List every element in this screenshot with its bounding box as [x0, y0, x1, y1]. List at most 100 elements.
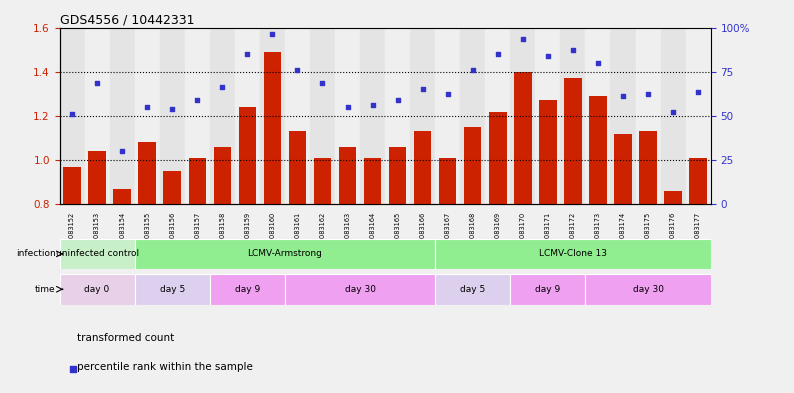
Bar: [185, 28, 210, 204]
Bar: [210, 28, 235, 204]
Bar: [635, 28, 661, 204]
Point: [91, 80, 103, 86]
Bar: [60, 28, 85, 204]
Bar: [260, 28, 285, 204]
Text: day 30: day 30: [633, 285, 664, 294]
Bar: [235, 28, 260, 204]
Text: time: time: [35, 285, 56, 294]
Point: [692, 88, 704, 95]
Bar: [435, 28, 461, 204]
Bar: [114, 189, 131, 204]
Text: transformed count: transformed count: [77, 333, 174, 343]
Bar: [511, 28, 535, 204]
Bar: [585, 274, 711, 305]
Point: [316, 80, 329, 86]
Bar: [461, 28, 485, 204]
Bar: [264, 52, 281, 204]
Bar: [514, 72, 532, 204]
Text: LCMV-Armstrong: LCMV-Armstrong: [248, 250, 322, 258]
Point: [116, 148, 129, 154]
Bar: [689, 158, 707, 204]
Bar: [485, 28, 511, 204]
Bar: [410, 28, 435, 204]
Bar: [564, 78, 582, 204]
Bar: [561, 28, 585, 204]
Text: LCMV-Clone 13: LCMV-Clone 13: [539, 250, 607, 258]
Bar: [138, 142, 156, 204]
Point: [617, 93, 630, 99]
Point: [592, 60, 604, 66]
Bar: [135, 274, 210, 305]
Text: GDS4556 / 10442331: GDS4556 / 10442331: [60, 13, 194, 26]
Bar: [214, 147, 231, 204]
Bar: [239, 107, 256, 204]
Point: [567, 46, 580, 53]
Bar: [489, 112, 507, 204]
Text: uninfected control: uninfected control: [56, 250, 139, 258]
Bar: [539, 101, 557, 204]
Bar: [88, 151, 106, 204]
Bar: [665, 191, 682, 204]
Point: [516, 35, 529, 42]
Text: infection: infection: [16, 250, 56, 258]
Text: day 9: day 9: [535, 285, 561, 294]
Text: day 5: day 5: [460, 285, 485, 294]
Point: [341, 104, 354, 110]
Bar: [585, 28, 611, 204]
Bar: [464, 127, 481, 204]
Bar: [160, 28, 185, 204]
Bar: [414, 131, 431, 204]
Point: [441, 91, 454, 97]
Point: [542, 53, 554, 59]
Point: [121, 286, 134, 292]
Bar: [389, 147, 407, 204]
Bar: [335, 28, 360, 204]
Bar: [285, 274, 435, 305]
Bar: [339, 147, 357, 204]
Bar: [611, 28, 635, 204]
Point: [66, 110, 79, 117]
Bar: [60, 239, 135, 269]
Bar: [439, 158, 457, 204]
Bar: [310, 28, 335, 204]
Bar: [314, 158, 331, 204]
Bar: [110, 28, 135, 204]
Point: [491, 51, 504, 57]
Point: [141, 104, 153, 110]
Point: [191, 97, 203, 104]
Point: [667, 108, 680, 115]
Bar: [435, 274, 511, 305]
Bar: [210, 274, 285, 305]
Point: [166, 106, 179, 112]
Bar: [285, 28, 310, 204]
Point: [291, 66, 304, 73]
Bar: [135, 28, 160, 204]
Point: [466, 66, 479, 73]
Bar: [615, 134, 632, 204]
Bar: [661, 28, 685, 204]
Bar: [639, 131, 657, 204]
Bar: [188, 158, 206, 204]
Bar: [511, 274, 585, 305]
Bar: [385, 28, 410, 204]
Bar: [64, 167, 81, 204]
Bar: [364, 158, 381, 204]
Bar: [685, 28, 711, 204]
Text: day 0: day 0: [84, 285, 110, 294]
Point: [266, 31, 279, 37]
Text: day 30: day 30: [345, 285, 376, 294]
Point: [241, 51, 254, 57]
Bar: [164, 171, 181, 204]
Point: [391, 97, 404, 104]
Bar: [135, 239, 435, 269]
Point: [416, 86, 429, 93]
Point: [642, 91, 654, 97]
Point: [366, 102, 379, 108]
Bar: [60, 274, 135, 305]
Bar: [435, 239, 711, 269]
Point: [216, 84, 229, 90]
Text: day 5: day 5: [160, 285, 185, 294]
Bar: [360, 28, 385, 204]
Bar: [85, 28, 110, 204]
Text: day 9: day 9: [235, 285, 260, 294]
